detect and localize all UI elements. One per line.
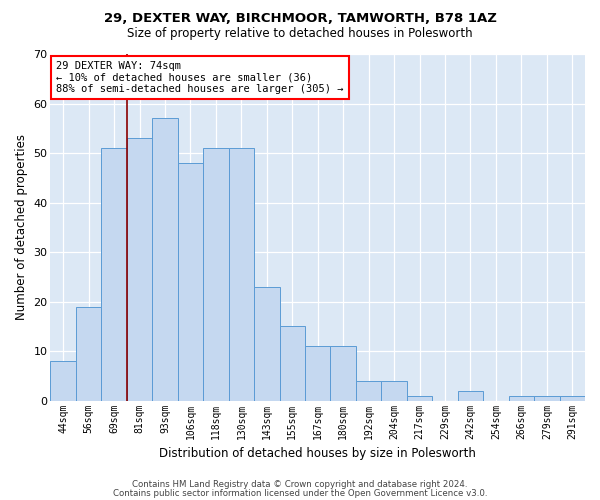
Bar — [127, 138, 152, 400]
Y-axis label: Number of detached properties: Number of detached properties — [15, 134, 28, 320]
Bar — [76, 306, 101, 400]
Bar — [331, 346, 356, 401]
Bar — [50, 361, 76, 401]
Bar — [152, 118, 178, 400]
Bar — [203, 148, 229, 401]
Bar — [509, 396, 534, 400]
Bar — [356, 381, 382, 400]
Bar — [382, 381, 407, 400]
X-axis label: Distribution of detached houses by size in Polesworth: Distribution of detached houses by size … — [159, 447, 476, 460]
Bar — [178, 163, 203, 400]
Bar — [254, 286, 280, 401]
Text: Contains HM Land Registry data © Crown copyright and database right 2024.: Contains HM Land Registry data © Crown c… — [132, 480, 468, 489]
Text: Size of property relative to detached houses in Polesworth: Size of property relative to detached ho… — [127, 28, 473, 40]
Bar — [101, 148, 127, 401]
Bar — [280, 326, 305, 400]
Text: 29 DEXTER WAY: 74sqm
← 10% of detached houses are smaller (36)
88% of semi-detac: 29 DEXTER WAY: 74sqm ← 10% of detached h… — [56, 61, 343, 94]
Text: Contains public sector information licensed under the Open Government Licence v3: Contains public sector information licen… — [113, 488, 487, 498]
Text: 29, DEXTER WAY, BIRCHMOOR, TAMWORTH, B78 1AZ: 29, DEXTER WAY, BIRCHMOOR, TAMWORTH, B78… — [104, 12, 496, 26]
Bar — [305, 346, 331, 401]
Bar — [229, 148, 254, 401]
Bar — [534, 396, 560, 400]
Bar — [407, 396, 432, 400]
Bar — [560, 396, 585, 400]
Bar — [458, 390, 483, 400]
